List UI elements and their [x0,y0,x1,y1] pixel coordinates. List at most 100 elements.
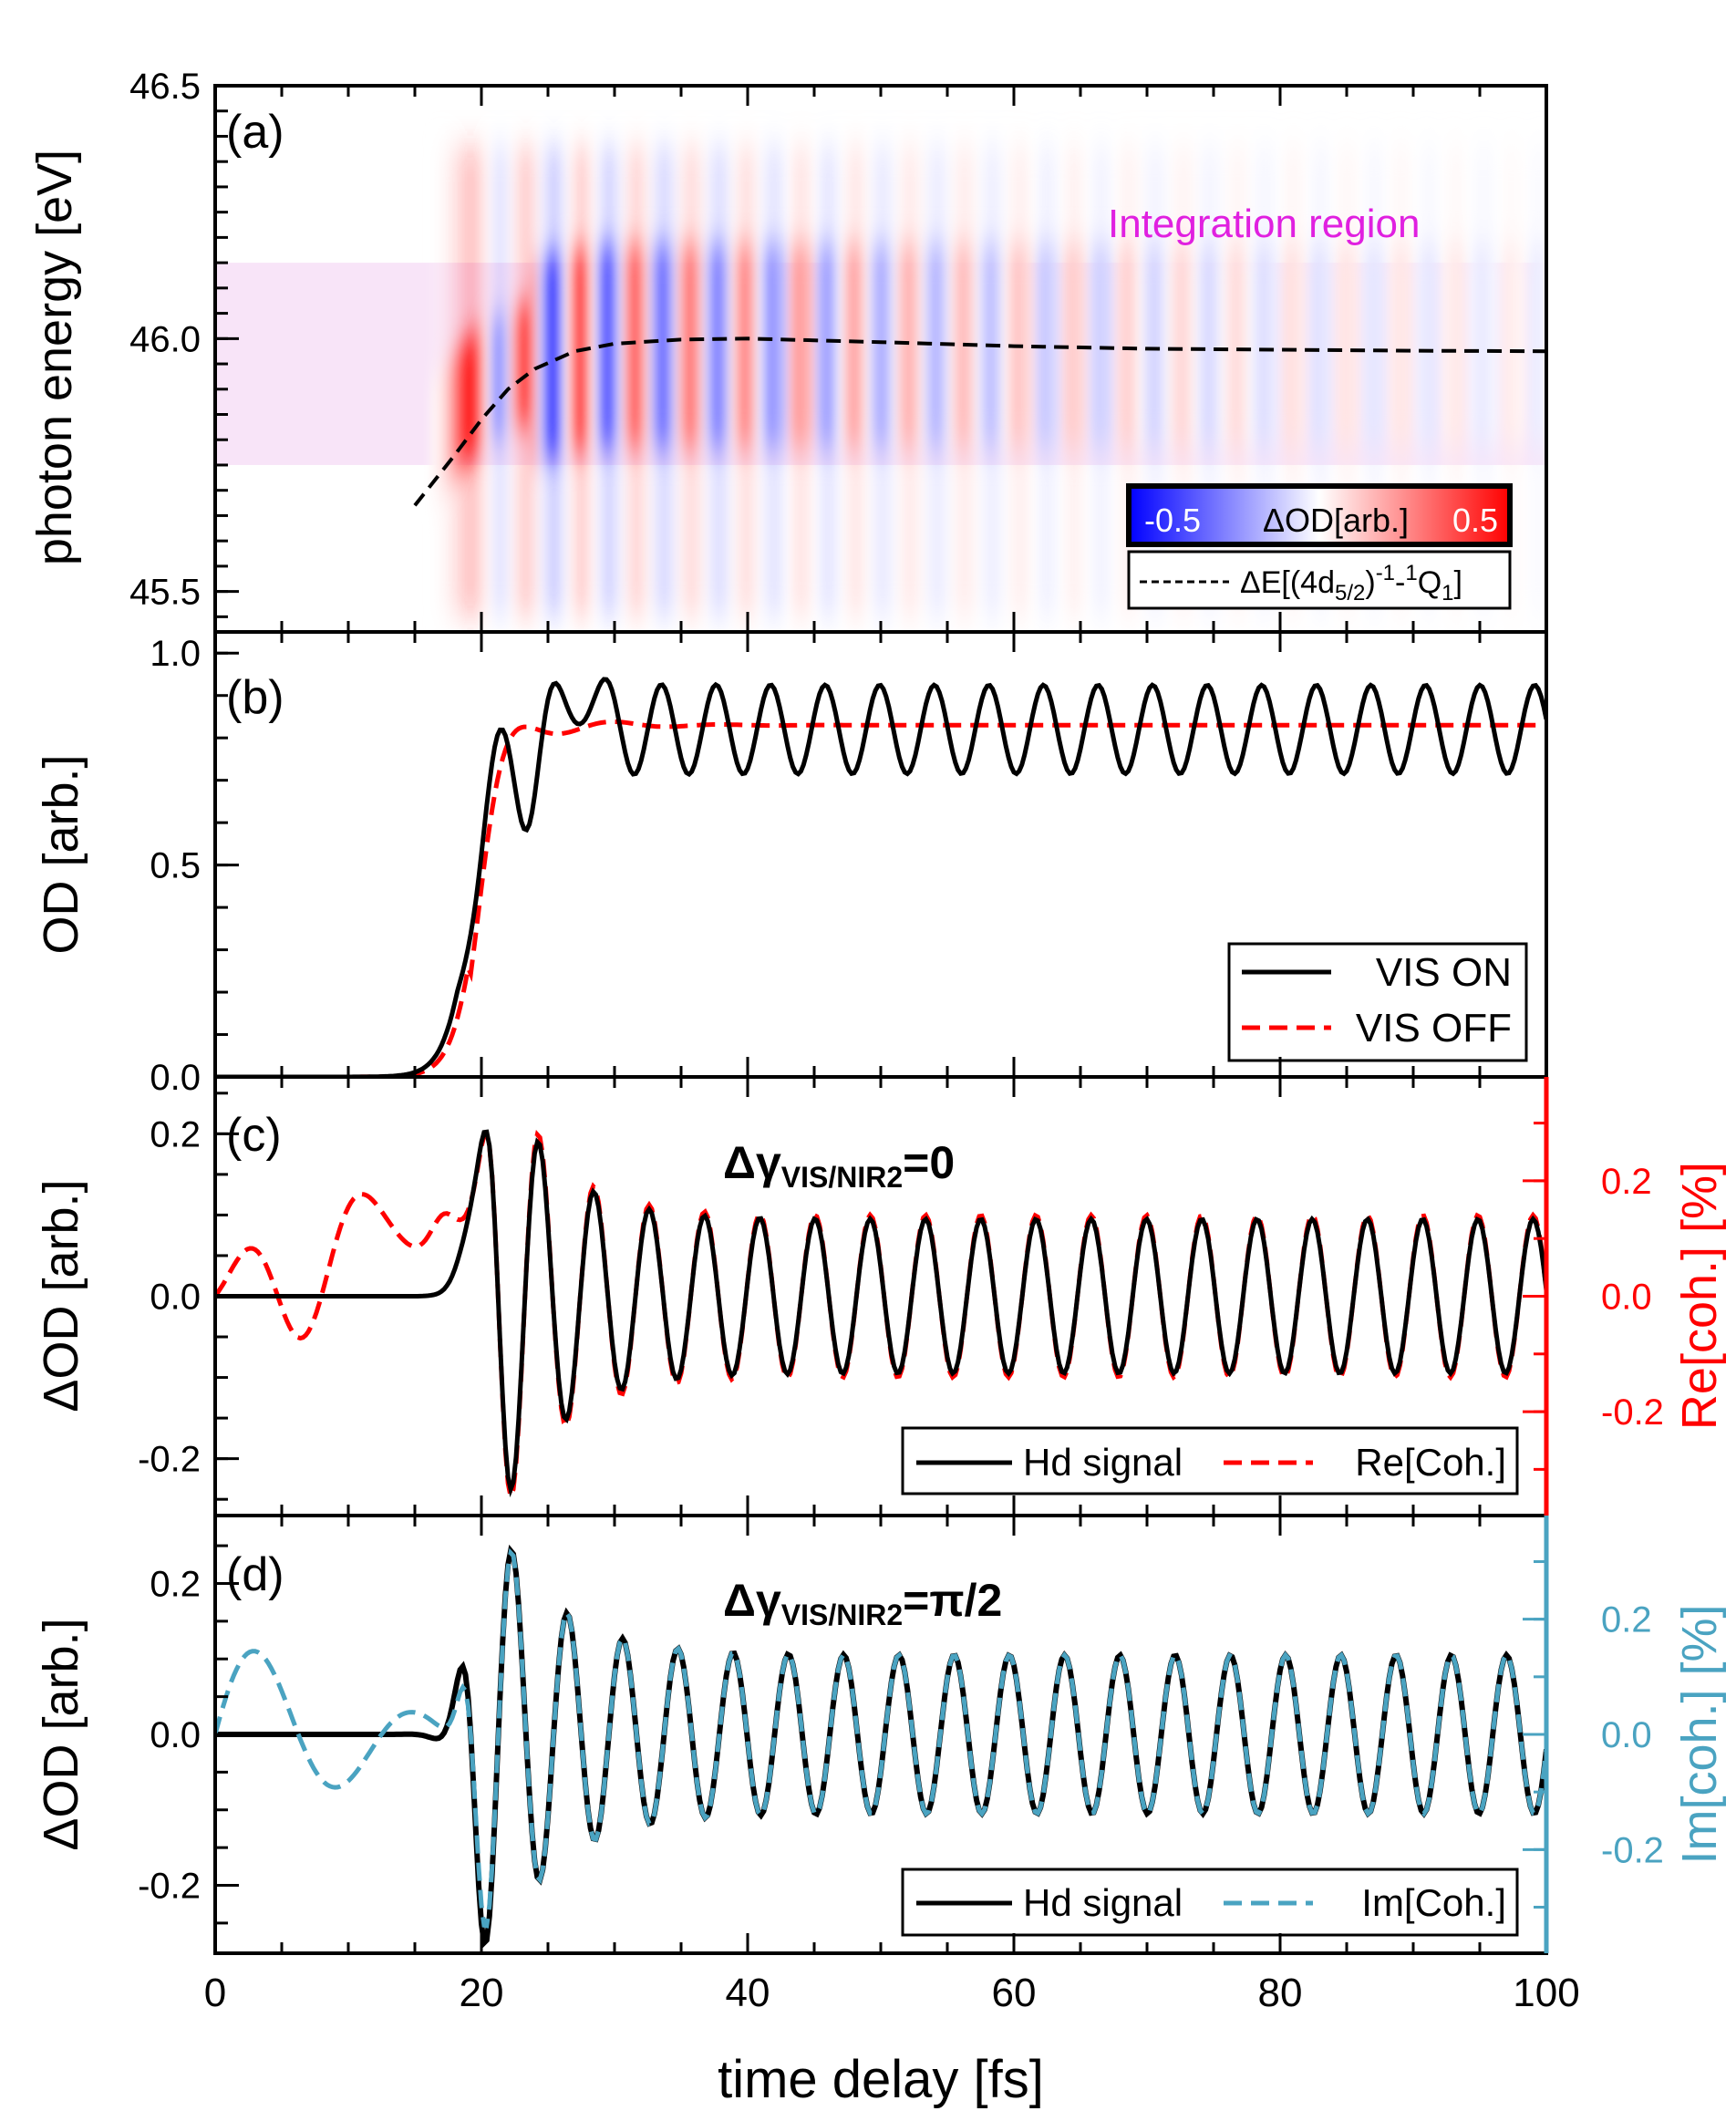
heatmap-halo [530,146,541,617]
y-axis-label-a: photon energy [eV] [27,150,82,565]
series-vis-off [215,719,1546,1077]
heatmap-halo [1202,146,1213,617]
heatmap-halo [895,146,906,617]
heatmap-halo [490,146,501,617]
heatmap-halo [709,146,720,617]
heatmap-halo [496,146,507,617]
y-tick-label: 45.5 [129,573,201,613]
heatmap-halo [1262,146,1273,617]
heatmap-halo [1508,146,1519,617]
heatmap-halo [1322,146,1333,617]
panel-d: (d) ΔγVIS/NIR2=π/2 ΔOD [arb.] Im[coh.] [… [34,1544,1727,2109]
heatmap-halo [596,146,607,617]
energy-legend: ΔE[(4d5/2)-1-1Q1] [1127,550,1512,610]
heatmap-halo [829,146,840,617]
heatmap-halo [770,146,780,617]
y-axis-label-b: OD [arb.] [34,754,88,954]
heatmap-halo [669,146,680,617]
heatmap-halo [1502,146,1513,617]
heatmap-halo [1475,146,1485,617]
heatmap-halo [1182,146,1193,617]
heatmap-halo [696,146,707,617]
heatmap-halo [1135,146,1146,617]
heatmap-halo [503,146,514,617]
heatmap-halo [876,146,886,617]
colorbar-title: ΔOD[arb.] [1263,502,1409,539]
series-im-coh [215,1547,1546,1929]
heatmap-halo [450,146,460,617]
heatmap-halo [536,146,547,617]
series-vis-on [215,677,1546,1077]
heatmap-halo [1222,146,1233,617]
heatmap-halo [477,146,487,617]
heatmap-halo [856,146,867,617]
heatmap-halo [1129,146,1140,617]
heatmap-halo [796,146,807,617]
heatmap-halo [1421,146,1432,617]
heatmap-halo [723,146,734,617]
y-tick-label: 0.0 [1601,1278,1652,1318]
heatmap-halo [989,146,1000,617]
legend-b: VIS ON VIS OFF [1227,942,1528,1062]
heatmap-halo [889,146,900,617]
x-tick-label: 20 [460,1971,504,2015]
heatmap-halo [1089,146,1100,617]
heatmap-halo [915,146,926,617]
heatmap-halo [1468,146,1479,617]
heatmap-halo [1488,146,1499,617]
heatmap-halo [956,146,966,617]
panel-a: (a) Integration region photon energy [eV… [27,106,1546,617]
heatmap-halo [1036,146,1047,617]
heatmap-halo [802,146,813,617]
y-tick-label: 1.0 [150,634,201,674]
heatmap-halo [443,146,454,617]
colorbar-max-label: 0.5 [1452,502,1498,539]
y-tick-label: -0.2 [138,1867,201,1907]
energy-shift-curve [413,336,1546,507]
heatmap-halo [1242,146,1253,617]
heatmap-halo [550,146,561,617]
heatmap-halo [736,146,747,617]
heatmap-halo [816,146,827,617]
heatmap-halo [570,146,581,617]
heatmap-halo [869,146,880,617]
heatmap-halo [1282,146,1293,617]
heatmap-halo [437,146,448,617]
heatmap-halo [1022,146,1033,617]
heatmap-halo [1442,146,1452,617]
heatmap-halo [743,146,753,617]
heatmap-halo [457,146,468,617]
heatmap-halo [1215,146,1226,617]
legend-b-box [1227,942,1528,1062]
heatmap-halo [1155,146,1166,617]
heatmap-halo [523,146,534,617]
heatmap-halo [703,146,714,617]
heatmap-halo [962,146,973,617]
x-tick-label: 40 [726,1971,770,2015]
heatmap-halo [603,146,614,617]
heatmap-halo [849,146,860,617]
heatmap-halo [510,146,521,617]
x-tick-label: 80 [1258,1971,1303,2015]
heatmap-halo [463,146,474,617]
legend-d: Hd signal Im[Coh.] [901,1868,1519,1937]
heatmap-halo [976,146,987,617]
heatmap-halo [689,146,700,617]
legend-d-label-hd: Hd signal [1023,1881,1183,1924]
energy-legend-box [1127,550,1512,610]
heatmap-halo [1455,146,1466,617]
heatmap-halo [1308,146,1319,617]
colorbar-bar [1126,483,1513,547]
y-tick-label: 0.0 [1601,1715,1652,1755]
y-tick-label: 46.0 [129,319,201,359]
heatmap-halo [949,146,960,617]
heatmap-halo [516,146,527,617]
heatmap-halo [1149,146,1160,617]
heatmap-halo [1395,146,1406,617]
heatmap-halo [649,146,660,617]
title-d: ΔγVIS/NIR2=π/2 [723,1575,1002,1631]
heatmap-halo [576,146,587,617]
y-tick-label: 0.2 [150,1114,201,1154]
legend-c: Hd signal Re[Coh.] [901,1426,1519,1495]
y-tick-label: 0.0 [150,1058,201,1098]
